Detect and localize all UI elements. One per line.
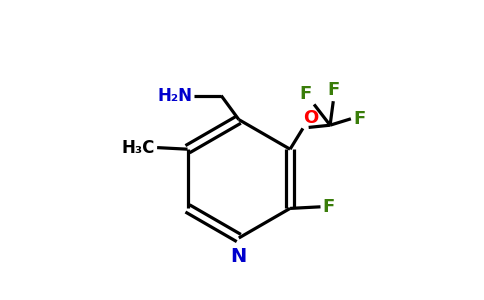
Text: F: F — [328, 81, 340, 99]
Text: O: O — [303, 109, 319, 127]
Text: F: F — [322, 198, 334, 216]
Text: H₂N: H₂N — [157, 87, 192, 105]
Text: N: N — [231, 247, 247, 266]
Text: H₃C: H₃C — [122, 139, 155, 157]
Text: F: F — [353, 110, 366, 128]
Text: F: F — [299, 85, 312, 103]
